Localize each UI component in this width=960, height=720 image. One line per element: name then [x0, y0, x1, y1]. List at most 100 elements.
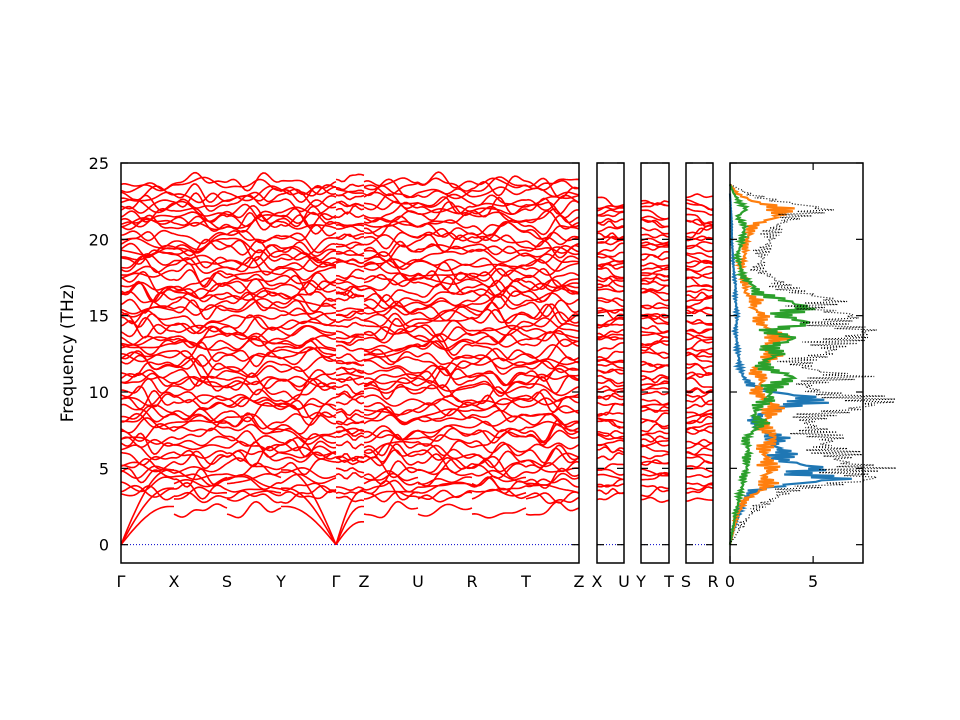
band-line: [640, 304, 670, 310]
band-line: [640, 312, 670, 319]
band-line: [335, 361, 365, 367]
band-line: [120, 484, 175, 498]
band-line: [120, 320, 175, 339]
band-line: [640, 272, 670, 278]
band-line: [120, 182, 175, 192]
band-line: [120, 385, 175, 408]
band-line: [525, 194, 580, 212]
band-line: [596, 430, 625, 440]
band-line: [685, 474, 714, 479]
band-line: [363, 377, 419, 391]
band-line: [596, 251, 625, 259]
panel-frame: [596, 162, 625, 564]
band-line: [525, 356, 580, 370]
x-tick-label: S: [681, 572, 691, 591]
band-line: [335, 455, 365, 461]
band-line: [226, 314, 282, 320]
band-line: [417, 332, 473, 343]
band-line: [640, 360, 670, 367]
band-line: [685, 371, 714, 379]
band-line: [525, 210, 580, 230]
band-line: [120, 351, 175, 360]
dos-x-tick-label: 0: [725, 572, 735, 591]
band-line: [280, 207, 337, 229]
band-line: [173, 333, 228, 349]
band-line: [417, 503, 473, 517]
band-line: [685, 363, 714, 369]
band-line: [685, 226, 714, 239]
x-tick-label: R: [466, 572, 477, 591]
band-line: [525, 177, 580, 199]
band-line: [363, 200, 419, 215]
band-line: [335, 488, 365, 495]
band-line: [335, 268, 365, 280]
band-line: [640, 218, 670, 228]
band-line: [173, 326, 228, 347]
band-line: [471, 207, 527, 215]
band-line: [596, 211, 625, 218]
band-line: [417, 258, 473, 267]
band-line: [596, 379, 625, 388]
band-line: [471, 462, 527, 479]
band-line: [417, 489, 473, 500]
band-line: [640, 273, 670, 284]
band-line: [685, 415, 714, 424]
band-line: [363, 377, 419, 385]
band-structure-layer: [120, 171, 714, 546]
band-line: [173, 410, 228, 422]
band-line: [226, 273, 282, 287]
band-line: [596, 275, 625, 283]
band-line: [120, 485, 175, 501]
band-line: [120, 218, 175, 231]
band-line: [173, 262, 228, 287]
band-line: [173, 375, 228, 392]
band-line: [280, 375, 337, 388]
band-line: [596, 220, 624, 229]
band-line: [363, 460, 419, 485]
band-line: [226, 360, 282, 378]
band-line: [363, 373, 419, 388]
band-line: [335, 366, 365, 375]
band-line: [173, 200, 228, 217]
band-line: [335, 173, 365, 183]
band-line: [280, 241, 337, 257]
band-line: [596, 419, 625, 429]
band-line: [335, 398, 365, 406]
band-line: [640, 280, 670, 287]
band-line: [418, 309, 473, 324]
band-line: [640, 412, 670, 424]
band-line: [597, 429, 625, 438]
band-line: [280, 446, 337, 457]
band-line: [363, 287, 419, 303]
band-line: [596, 368, 625, 375]
band-line: [471, 374, 527, 395]
band-line: [418, 304, 473, 320]
band-line: [280, 256, 337, 271]
band-line: [363, 359, 419, 374]
band-line: [685, 377, 714, 388]
band-line: [471, 267, 527, 283]
band-line: [525, 197, 580, 216]
band-line: [596, 253, 625, 263]
band-line: [417, 333, 473, 357]
band-line: [280, 427, 337, 441]
band-line: [173, 171, 228, 185]
panel-frame: [640, 162, 670, 564]
band-line: [120, 306, 175, 318]
band-line: [596, 203, 625, 212]
band-line: [685, 306, 714, 315]
band-line: [596, 275, 625, 288]
band-line: [363, 443, 419, 459]
band-line: [280, 346, 337, 360]
band-line: [640, 468, 669, 477]
band-line: [335, 225, 365, 233]
band-line: [417, 414, 473, 422]
band-line: [417, 467, 473, 487]
band-line: [525, 423, 580, 446]
band-line: [363, 408, 419, 424]
band-line: [597, 411, 624, 417]
band-line: [525, 274, 580, 292]
band-line: [280, 458, 337, 476]
x-tick-label: Y: [275, 572, 286, 591]
band-line: [471, 257, 527, 277]
